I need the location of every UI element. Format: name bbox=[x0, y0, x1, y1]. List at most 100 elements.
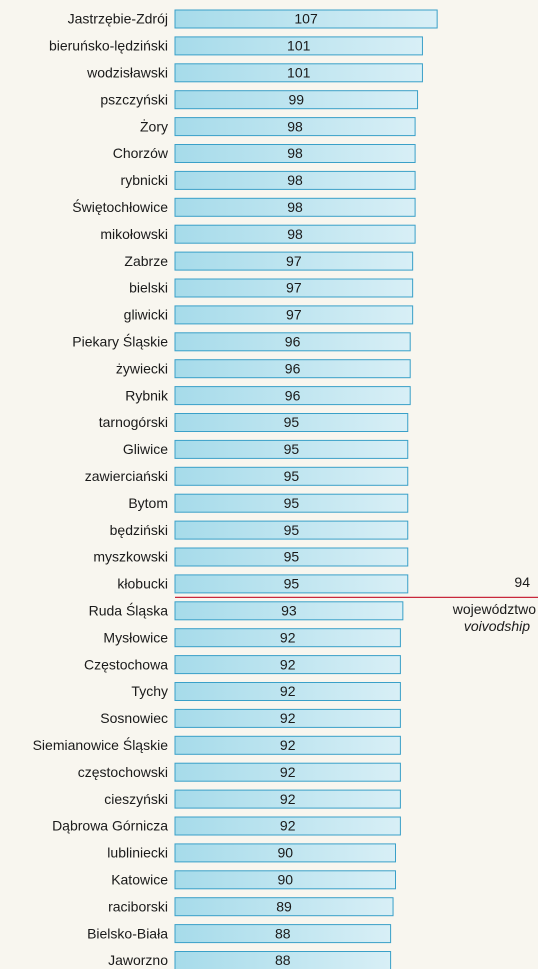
value-label: 95 bbox=[284, 522, 300, 538]
category-label: Piekary Śląskie bbox=[72, 333, 168, 350]
category-label: cieszyński bbox=[104, 791, 168, 807]
reference-label: województwo bbox=[452, 601, 536, 617]
bar bbox=[174, 735, 401, 755]
bar bbox=[174, 305, 414, 325]
category-label: Świętochłowice bbox=[72, 198, 168, 215]
value-label: 98 bbox=[287, 118, 303, 134]
value-label: 98 bbox=[287, 172, 303, 188]
bar bbox=[174, 520, 409, 540]
category-label: raciborski bbox=[108, 898, 168, 914]
reference-value: 94 bbox=[514, 574, 530, 590]
category-label: Sosnowiec bbox=[100, 710, 168, 726]
bar bbox=[174, 197, 416, 217]
value-label: 101 bbox=[287, 38, 311, 54]
category-label: Ruda Śląska bbox=[89, 602, 169, 619]
category-label: Bytom bbox=[128, 495, 168, 511]
bar bbox=[174, 601, 404, 621]
category-label: Zabrze bbox=[124, 253, 168, 269]
category-label: gliwicki bbox=[124, 307, 168, 323]
category-label: Siemianowice Śląskie bbox=[33, 736, 169, 753]
category-label: myszkowski bbox=[93, 549, 168, 565]
bar bbox=[174, 90, 419, 110]
category-label: Katowice bbox=[111, 872, 168, 888]
category-label: Tychy bbox=[131, 683, 168, 699]
value-label: 92 bbox=[280, 629, 296, 645]
category-label: Mysłowice bbox=[103, 629, 168, 645]
value-label: 101 bbox=[287, 65, 311, 81]
value-label: 92 bbox=[280, 683, 296, 699]
value-label: 92 bbox=[280, 818, 296, 834]
category-label: wodzisławski bbox=[86, 65, 168, 81]
bar bbox=[174, 251, 414, 271]
bar bbox=[174, 466, 409, 486]
bar bbox=[174, 144, 416, 163]
value-label: 97 bbox=[286, 253, 302, 269]
category-label: bielski bbox=[129, 280, 168, 296]
bar bbox=[174, 682, 401, 701]
category-label: Chorzów bbox=[113, 145, 169, 161]
bar bbox=[174, 278, 414, 298]
value-label: 98 bbox=[287, 199, 303, 215]
value-label: 89 bbox=[276, 898, 292, 914]
value-label: 95 bbox=[284, 441, 300, 457]
category-label: Bielsko-Biała bbox=[87, 925, 168, 941]
bar bbox=[174, 762, 401, 782]
value-label: 97 bbox=[286, 307, 302, 323]
category-label: Jaworzno bbox=[108, 952, 168, 968]
value-label: 90 bbox=[277, 845, 293, 861]
category-label: Gliwice bbox=[123, 441, 168, 457]
value-label: 99 bbox=[288, 91, 304, 107]
bar bbox=[174, 816, 401, 836]
value-label: 90 bbox=[277, 872, 293, 888]
value-label: 95 bbox=[284, 576, 300, 592]
reference-label-en: voivodship bbox=[464, 618, 530, 634]
bar bbox=[174, 708, 401, 728]
bar bbox=[174, 574, 409, 594]
value-label: 96 bbox=[285, 360, 301, 376]
category-label: mikołowski bbox=[100, 226, 168, 242]
category-label: pszczyński bbox=[100, 91, 168, 107]
value-label: 92 bbox=[280, 791, 296, 807]
category-label: zawierciański bbox=[85, 468, 168, 484]
value-label: 93 bbox=[281, 603, 297, 619]
bar bbox=[174, 224, 416, 244]
category-label: Częstochowa bbox=[84, 656, 168, 672]
category-label: Dąbrowa Górnicza bbox=[52, 818, 168, 834]
value-label: 88 bbox=[275, 925, 291, 941]
bar bbox=[174, 493, 409, 513]
value-label: 92 bbox=[280, 656, 296, 672]
value-label: 96 bbox=[285, 334, 301, 350]
category-label: Żory bbox=[140, 117, 168, 134]
bar bbox=[174, 439, 409, 459]
bar bbox=[174, 655, 401, 675]
bar bbox=[174, 117, 416, 137]
category-label: bieruńsko-lędziński bbox=[49, 38, 168, 54]
value-label: 98 bbox=[287, 145, 303, 161]
bar bbox=[174, 924, 392, 944]
bar bbox=[174, 789, 401, 809]
bar bbox=[174, 332, 411, 352]
category-label: będziński bbox=[110, 522, 168, 538]
category-label: tarnogórski bbox=[99, 414, 168, 430]
category-label: Rybnik bbox=[125, 387, 169, 403]
bar bbox=[174, 951, 392, 969]
value-label: 96 bbox=[285, 387, 301, 403]
value-label: 97 bbox=[286, 280, 302, 296]
bar bbox=[174, 628, 401, 648]
category-label: żywiecki bbox=[116, 360, 168, 376]
value-label: 95 bbox=[284, 414, 300, 430]
category-label: częstochowski bbox=[78, 764, 168, 780]
category-label: kłobucki bbox=[117, 576, 168, 592]
bar bbox=[174, 843, 396, 863]
category-label: lubliniecki bbox=[107, 845, 168, 861]
bar bbox=[174, 547, 409, 567]
bar bbox=[174, 9, 438, 29]
value-label: 98 bbox=[287, 226, 303, 242]
bar bbox=[174, 413, 409, 432]
bar bbox=[174, 897, 394, 917]
value-label: 95 bbox=[284, 495, 300, 511]
value-label: 107 bbox=[294, 11, 318, 27]
bar bbox=[174, 870, 396, 890]
bar bbox=[174, 386, 411, 406]
